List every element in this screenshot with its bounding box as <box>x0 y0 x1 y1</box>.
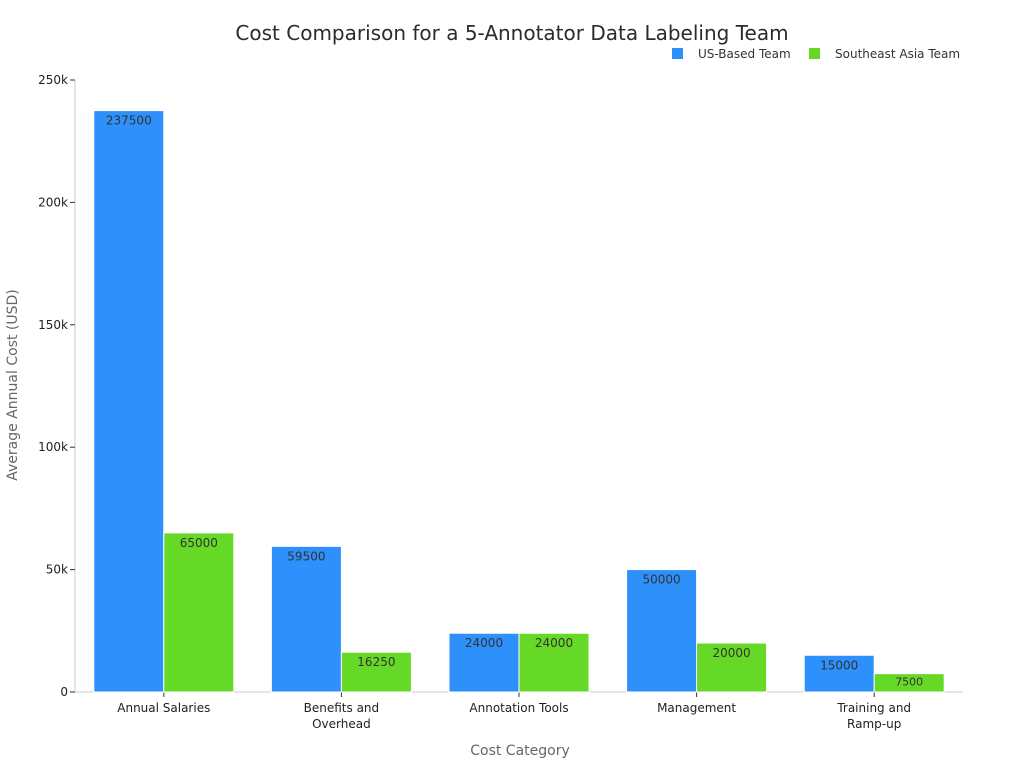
legend-label: US-Based Team <box>698 47 791 61</box>
data-label: 20000 <box>713 646 751 660</box>
data-label: 16250 <box>357 655 395 669</box>
data-label: 15000 <box>820 658 858 672</box>
x-tick-label: Annotation Tools <box>469 701 568 715</box>
bar-us-1 <box>270 545 342 693</box>
x-tick-label: Management <box>657 701 736 715</box>
y-tick-label: 150k <box>38 318 68 332</box>
bars <box>93 110 945 693</box>
y-axis-title: Average Annual Cost (USD) <box>5 289 21 480</box>
data-label: 59500 <box>287 549 325 563</box>
y-tick-label: 0 <box>60 685 68 699</box>
y-tick-label: 100k <box>38 440 68 454</box>
bar-us-2 <box>448 632 520 693</box>
data-label: 237500 <box>106 114 152 128</box>
axes: 0 50k 100k 150k 200k 250k Annual Salaries Benef… <box>38 73 963 731</box>
bar-sea-0 <box>163 532 235 693</box>
x-tick-label: Annual Salaries <box>117 701 210 715</box>
data-label: 24000 <box>535 636 573 650</box>
bar-sea-4 <box>873 673 945 693</box>
x-tick-label: Benefits and Overhead <box>304 701 380 731</box>
y-tick-label: 250k <box>38 73 68 87</box>
y-tick-label: 50k <box>46 563 68 577</box>
bar-us-4 <box>803 654 875 693</box>
data-label: 24000 <box>465 636 503 650</box>
x-tick-label: Training and Ramp-up <box>836 701 911 731</box>
x-axis-title: Cost Category <box>470 743 570 759</box>
bar-sea-2 <box>518 632 590 693</box>
bar-labels: 237500 59500 24000 50000 15000 65000 16250 2400… <box>106 114 923 689</box>
bar-sea-3 <box>696 642 768 693</box>
bar-us-3 <box>626 569 698 693</box>
legend: US-Based Team Southeast Asia Team <box>672 47 960 61</box>
data-label: 7500 <box>895 676 923 689</box>
legend-swatch <box>672 48 683 59</box>
legend-label: Southeast Asia Team <box>835 47 960 61</box>
bar-us-0 <box>93 110 165 693</box>
data-label: 65000 <box>180 536 218 550</box>
bar-sea-1 <box>340 651 412 693</box>
legend-swatch <box>809 48 820 59</box>
chart-title: Cost Comparison for a 5-Annotator Data L… <box>235 21 788 45</box>
y-tick-label: 200k <box>38 195 68 209</box>
data-label: 50000 <box>643 573 681 587</box>
